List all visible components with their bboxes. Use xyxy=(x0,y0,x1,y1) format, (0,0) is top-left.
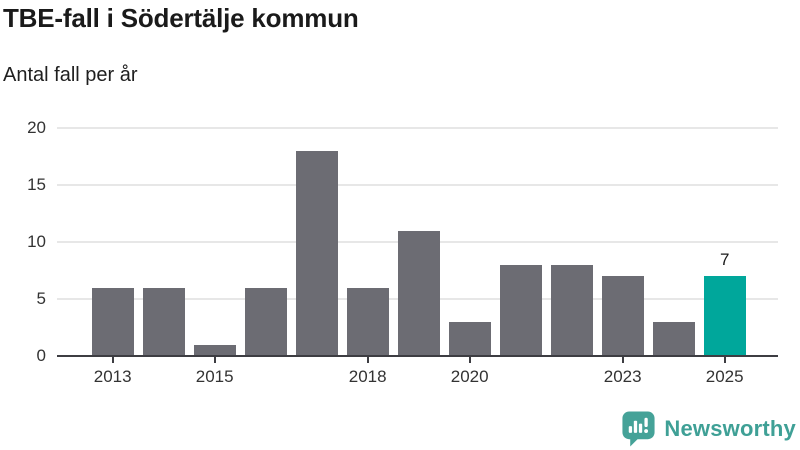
bar-2025 xyxy=(703,276,746,356)
bar-2023 xyxy=(601,276,644,356)
bar-2016 xyxy=(244,287,287,356)
x-tick-mark-2013 xyxy=(111,357,114,363)
x-tick-label-2023: 2023 xyxy=(603,367,642,386)
bar-2019 xyxy=(397,230,440,356)
x-tick-label-2015: 2015 xyxy=(195,367,234,386)
y-tick-label-0: 0 xyxy=(36,346,46,365)
gridline-y-15 xyxy=(57,184,778,186)
x-tick-label-2020: 2020 xyxy=(450,367,489,386)
chart-subtitle: Antal fall per år xyxy=(3,64,138,86)
branding: Newsworthy xyxy=(620,410,796,447)
x-tick-mark-2015 xyxy=(213,357,216,363)
x-axis-line xyxy=(57,355,778,357)
plot-area xyxy=(57,127,778,356)
x-tick-label-2025: 2025 xyxy=(705,367,744,386)
y-tick-label-10: 10 xyxy=(27,232,46,251)
x-tick-label-2018: 2018 xyxy=(348,367,387,386)
gridline-y-20 xyxy=(57,127,778,129)
bar-2018 xyxy=(346,287,389,356)
y-tick-label-5: 5 xyxy=(36,289,46,308)
newsworthy-logo-icon xyxy=(622,411,655,447)
chart-title: TBE-fall i Södertälje kommun xyxy=(3,3,359,33)
bar-2022 xyxy=(550,264,593,356)
bar-2014 xyxy=(142,287,185,356)
x-tick-label-2013: 2013 xyxy=(93,367,132,386)
x-tick-mark-2020 xyxy=(468,357,471,363)
bar-value-label-2025: 7 xyxy=(719,250,730,270)
x-tick-mark-2018 xyxy=(366,357,369,363)
bar-2021 xyxy=(499,264,542,356)
bar-2024 xyxy=(652,321,695,356)
x-tick-mark-2023 xyxy=(621,357,624,363)
bar-2017 xyxy=(295,150,338,356)
bar-2020 xyxy=(448,321,491,356)
x-tick-mark-2025 xyxy=(723,357,726,363)
y-tick-label-15: 15 xyxy=(27,175,46,194)
brand-name: Newsworthy xyxy=(664,415,796,441)
bar-2015 xyxy=(193,344,236,356)
y-tick-label-20: 20 xyxy=(27,118,46,137)
bar-2013 xyxy=(91,287,134,356)
